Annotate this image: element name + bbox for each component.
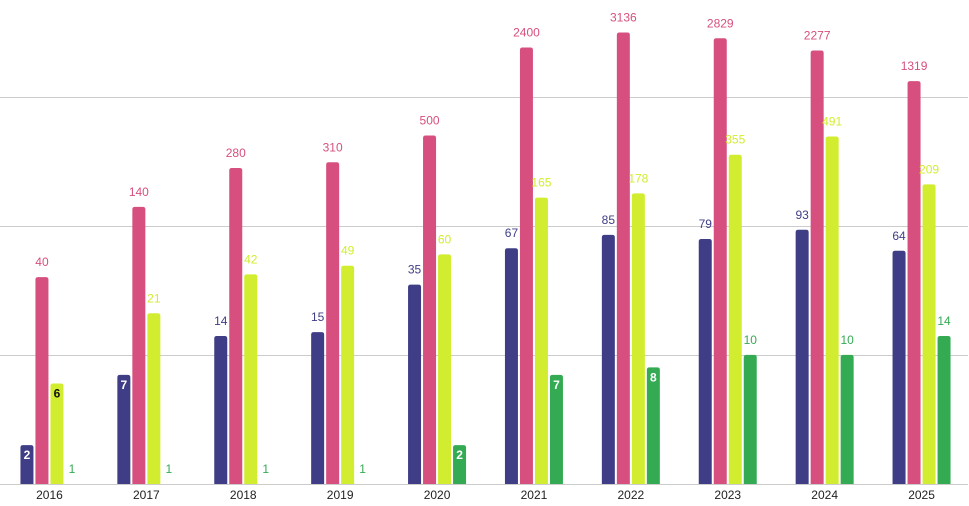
x-axis-ticks: 2016 2017 2018 2019 2020 2021 2022 2023 2024 2025 — [36, 488, 935, 502]
bar-2021-series-2 — [519, 47, 533, 484]
bar-2020-series-2 — [423, 135, 437, 484]
bar-2024-series-4 — [840, 354, 854, 484]
value-label-2017-series-4: 1 — [166, 462, 173, 476]
value-label-2020-series-2: 500 — [420, 113, 440, 127]
bar-2016-series-3 — [50, 383, 64, 484]
bar-2024-series-3 — [825, 136, 839, 484]
bar-2023-series-2 — [713, 38, 727, 484]
bar-2019-series-3 — [341, 265, 355, 484]
value-label-2023-series-2: 2829 — [707, 16, 734, 30]
bar-2021-series-3 — [534, 197, 548, 484]
bar-2021-series-1 — [504, 248, 518, 484]
value-label-2025-series-4: 14 — [937, 314, 951, 328]
value-label-2022-series-1: 85 — [602, 213, 616, 227]
value-label-2016-series-3: 6 — [54, 387, 61, 401]
bar-2023-series-4 — [743, 354, 757, 484]
value-label-2018-series-4: 1 — [262, 462, 269, 476]
bar-2022-series-1 — [601, 234, 615, 484]
value-label-2016-series-2: 40 — [35, 255, 49, 269]
bar-2023-series-1 — [698, 238, 712, 484]
value-label-2018-series-2: 280 — [226, 146, 246, 160]
value-label-2024-series-4: 10 — [840, 333, 854, 347]
bar-2021-series-4 — [549, 374, 563, 484]
value-label-2023-series-4: 10 — [744, 333, 758, 347]
bar-2025-series-2 — [907, 81, 921, 484]
value-label-2018-series-1: 14 — [214, 314, 228, 328]
value-label-2021-series-4: 7 — [553, 378, 560, 392]
value-label-2020-series-1: 35 — [408, 263, 422, 277]
bar-2020-series-4 — [453, 445, 467, 484]
bar-2017-series-2 — [132, 206, 146, 484]
x-tick-label-2019: 2019 — [327, 488, 354, 502]
bar-2017-series-1 — [117, 374, 131, 484]
bar-2025-series-1 — [892, 250, 906, 484]
bar-2019-series-1 — [311, 332, 325, 484]
bar-2024-series-1 — [795, 229, 809, 484]
bar-2018-series-2 — [229, 168, 243, 484]
value-label-2022-series-2: 3136 — [610, 11, 637, 25]
x-tick-label-2024: 2024 — [811, 488, 838, 502]
bar-2018-series-1 — [214, 336, 228, 484]
bar-2022-series-2 — [616, 32, 630, 485]
value-label-2019-series-1: 15 — [311, 310, 325, 324]
x-tick-label-2023: 2023 — [714, 488, 741, 502]
bar-2017-series-3 — [147, 313, 161, 484]
value-label-2021-series-1: 67 — [505, 226, 519, 240]
value-label-2021-series-2: 2400 — [513, 26, 540, 40]
value-label-2024-series-3: 491 — [822, 115, 842, 129]
value-label-2024-series-2: 2277 — [804, 28, 831, 42]
value-label-2019-series-2: 310 — [323, 140, 343, 154]
value-label-2017-series-2: 140 — [129, 185, 149, 199]
bar-2016-series-2 — [35, 277, 49, 484]
value-label-2017-series-3: 21 — [147, 291, 161, 305]
value-label-2019-series-4: 1 — [359, 462, 366, 476]
value-label-2024-series-1: 93 — [795, 208, 809, 222]
bar-2022-series-4 — [646, 367, 660, 484]
value-label-2023-series-1: 79 — [699, 217, 713, 231]
bar-2020-series-3 — [438, 254, 452, 484]
value-label-2018-series-3: 42 — [244, 252, 258, 266]
value-label-2016-series-1: 2 — [24, 448, 31, 462]
value-label-2022-series-3: 178 — [628, 171, 648, 185]
value-label-2023-series-3: 355 — [725, 133, 745, 147]
bar-2018-series-3 — [244, 274, 258, 484]
value-labels: 2406171402111428042115310491355006026724… — [24, 11, 951, 476]
value-label-2016-series-4: 1 — [69, 462, 76, 476]
value-label-2021-series-3: 165 — [531, 176, 551, 190]
bar-2016-series-1 — [20, 445, 34, 484]
value-label-2025-series-2: 1319 — [901, 59, 928, 73]
bar-2024-series-2 — [810, 50, 824, 485]
value-label-2017-series-1: 7 — [121, 378, 128, 392]
value-label-2020-series-4: 2 — [456, 448, 463, 462]
bar-2022-series-3 — [631, 193, 645, 484]
x-tick-label-2022: 2022 — [617, 488, 644, 502]
bars — [20, 32, 951, 485]
value-label-2025-series-3: 209 — [919, 162, 939, 176]
value-label-2025-series-1: 64 — [892, 229, 906, 243]
x-tick-label-2017: 2017 — [133, 488, 160, 502]
bar-2023-series-3 — [728, 154, 742, 484]
value-label-2022-series-4: 8 — [650, 370, 657, 384]
x-tick-label-2018: 2018 — [230, 488, 257, 502]
x-tick-label-2021: 2021 — [521, 488, 548, 502]
x-tick-label-2025: 2025 — [908, 488, 935, 502]
value-label-2020-series-3: 60 — [438, 232, 452, 246]
bar-2025-series-4 — [937, 336, 951, 484]
value-label-2019-series-3: 49 — [341, 244, 355, 258]
bar-2019-series-2 — [326, 162, 340, 485]
bar-2020-series-1 — [408, 284, 422, 484]
x-tick-label-2016: 2016 — [36, 488, 63, 502]
bar-2025-series-3 — [922, 184, 936, 485]
x-tick-label-2020: 2020 — [424, 488, 451, 502]
